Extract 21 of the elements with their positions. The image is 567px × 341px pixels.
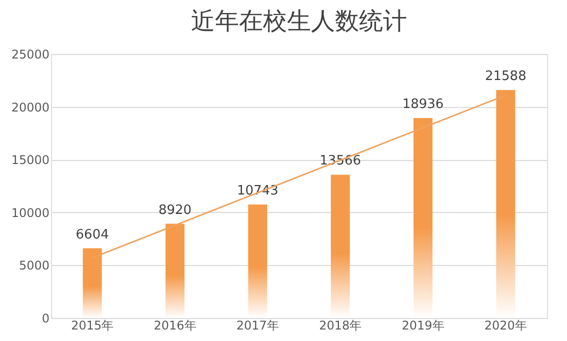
bar (330, 174, 350, 318)
y-tick-label: 10000 (11, 206, 50, 220)
x-tick-label: 2015年 (71, 318, 114, 332)
y-tick-label: 25000 (11, 48, 50, 62)
chart-title: 近年在校生人数统计 (191, 7, 407, 35)
x-tick-label: 2019年 (402, 318, 444, 332)
x-tick-label: 2020年 (484, 318, 527, 332)
x-tick-label: 2018年 (319, 318, 362, 332)
y-tick-label: 20000 (11, 100, 50, 114)
y-tick-label: 5000 (18, 258, 50, 273)
x-tick-label: 2017年 (236, 318, 279, 332)
data-label: 8920 (158, 202, 192, 218)
y-tick-label: 15000 (11, 153, 50, 168)
bar (82, 248, 102, 318)
data-label: 21588 (484, 69, 526, 84)
data-label: 18936 (402, 97, 444, 112)
x-tick-label: 2016年 (154, 318, 196, 332)
data-label: 6604 (76, 227, 109, 242)
bar (248, 204, 268, 318)
y-tick-label: 0 (42, 312, 50, 326)
bar (166, 224, 184, 318)
